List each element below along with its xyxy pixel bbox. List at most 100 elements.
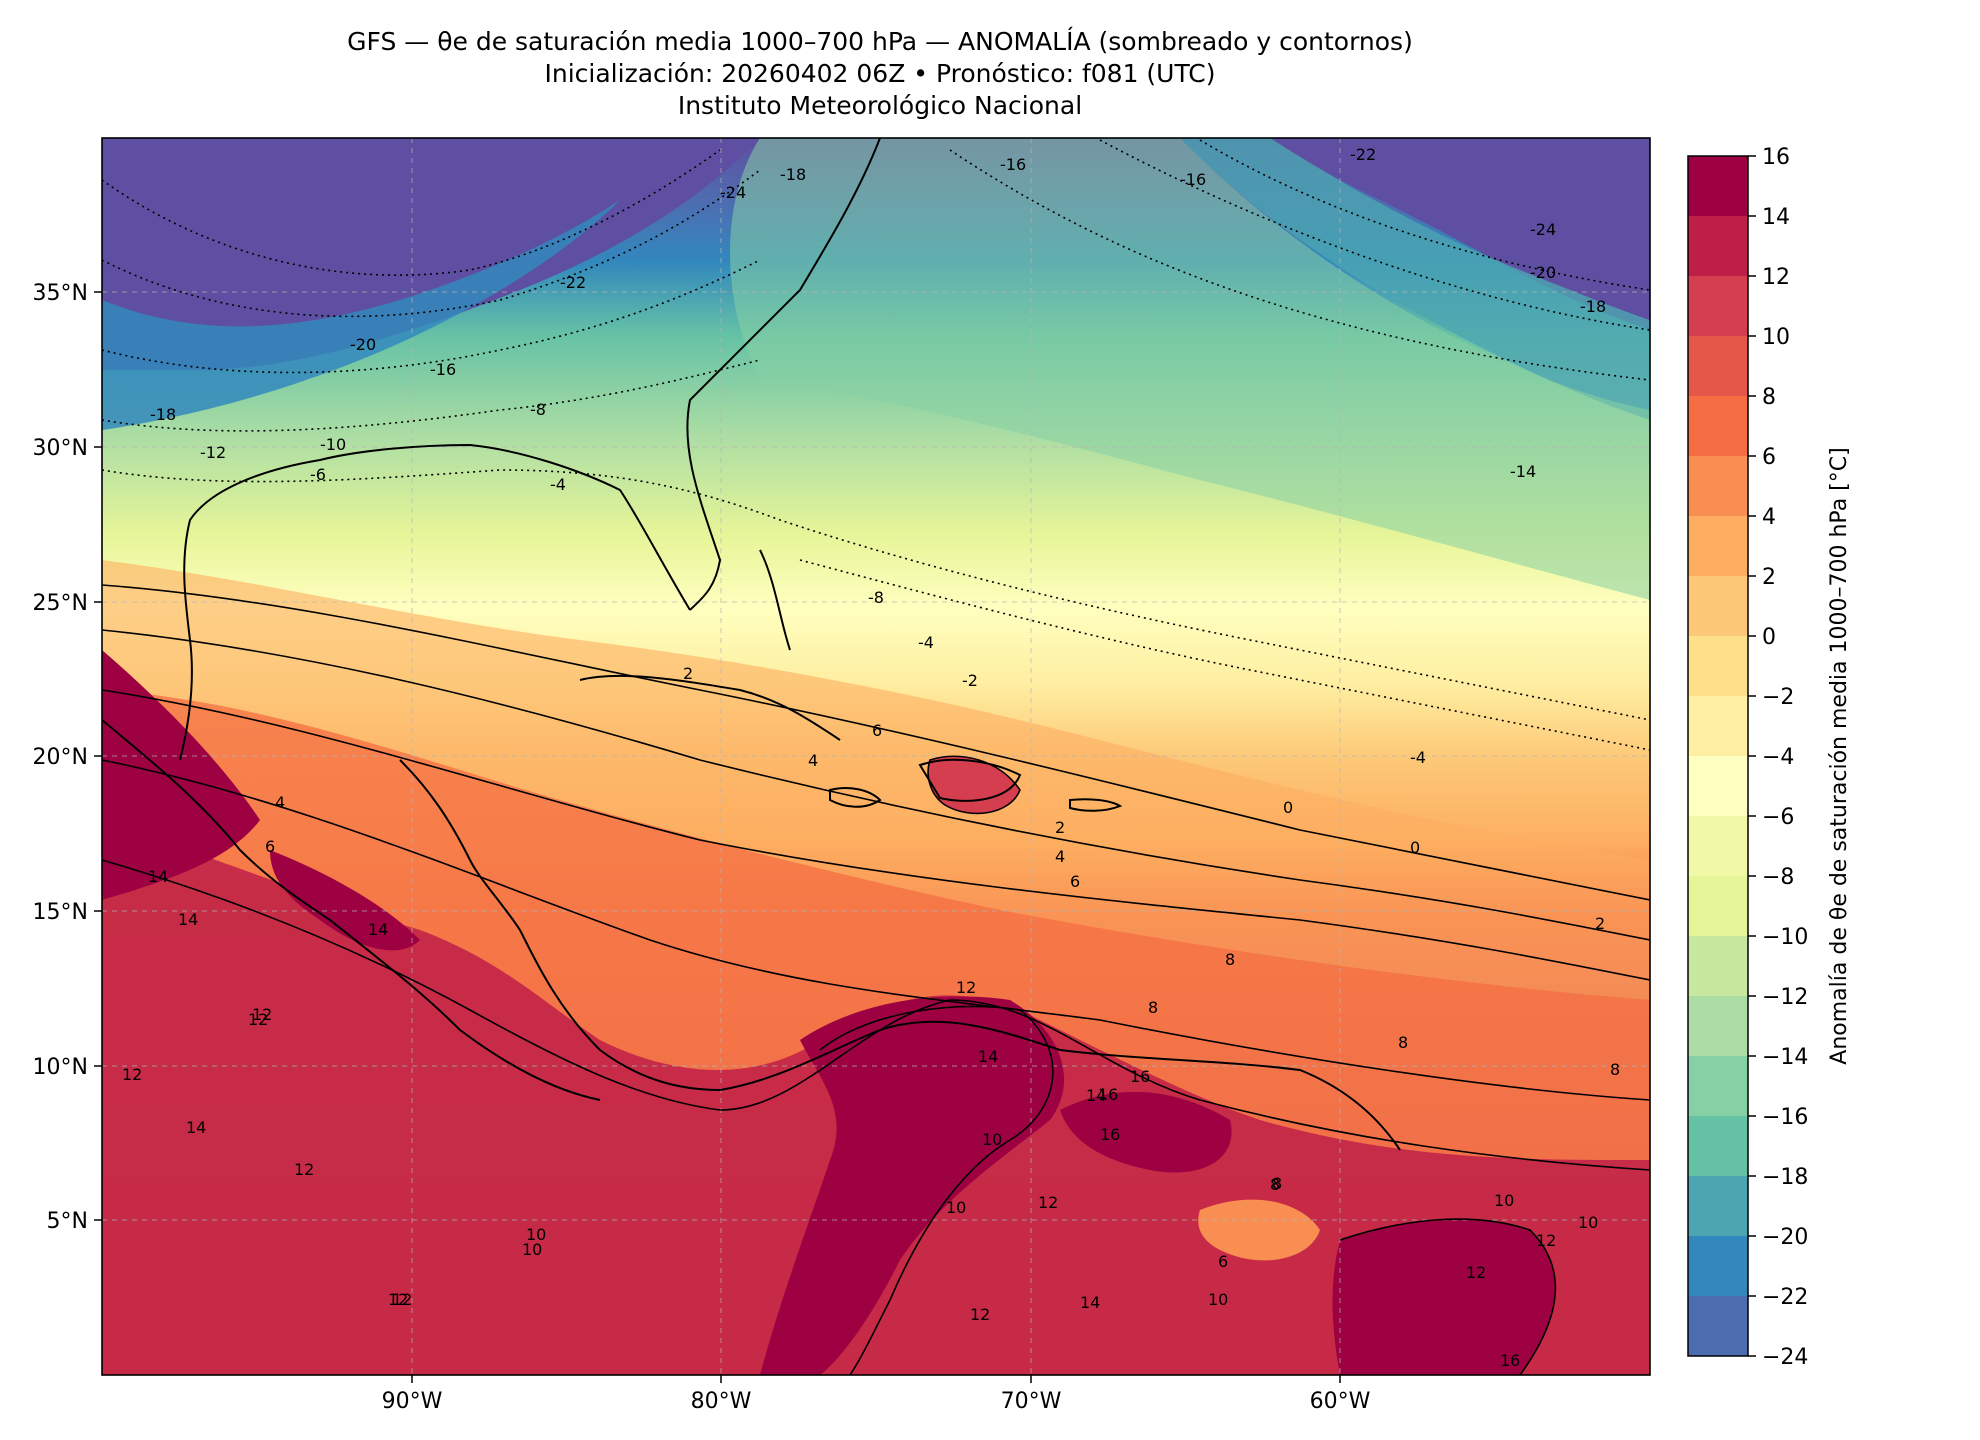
colorbar-tick-label: 8 — [1762, 385, 1776, 410]
contour-label: 12 — [1536, 1231, 1556, 1250]
y-tick-label-30n: 30°N — [33, 436, 88, 461]
colorbar-segments — [1688, 156, 1748, 1357]
contour-label: 0 — [1283, 798, 1293, 817]
contour-neg-ne-3 — [949, 149, 1650, 381]
colorbar-segment — [1688, 696, 1748, 757]
contour-label: 6 — [872, 721, 882, 740]
contour-label: -22 — [560, 273, 586, 292]
colorbar-segment — [1688, 336, 1748, 397]
contour-label: -20 — [350, 335, 376, 354]
contour-label: -8 — [530, 400, 546, 419]
colorbar-segment — [1688, 396, 1748, 457]
field-max-colombia — [760, 996, 1065, 1375]
contour-label: -22 — [1350, 145, 1376, 164]
contour-neg-ne-2 — [1099, 139, 1650, 331]
colorbar-tick-label: 14 — [1762, 205, 1790, 230]
contour-pos-8 — [102, 759, 1650, 1101]
contour-pos-16 — [819, 1005, 1054, 1375]
colorbar-ticks: 16 14 12 10 8 6 4 2 0 −2 −4 −6 −8 −10 −12 −14 −16 −18 −20 −… — [1748, 145, 1808, 1370]
coast-gulf-mexico — [179, 443, 691, 761]
colorbar-tick-label: 12 — [1762, 265, 1790, 290]
y-tick-label-25n: 25°N — [33, 591, 88, 616]
contour-label: 10 — [946, 1198, 966, 1217]
contour-label: 14 — [186, 1118, 206, 1137]
colorbar-tick-label: −8 — [1762, 865, 1794, 890]
chart-subtitle-init: Inicialización: 20260402 06Z • Pronóstic… — [544, 59, 1216, 88]
colorbar-segment — [1688, 156, 1748, 217]
contour-label: 8 — [1148, 998, 1158, 1017]
contour-label: -8 — [868, 588, 884, 607]
colorbar-tick-label: 16 — [1762, 145, 1790, 170]
colorbar-segment — [1688, 1176, 1748, 1237]
colorbar-label: Anomalía de θe de saturación media 1000–… — [1827, 447, 1852, 1064]
contour-pos-12 — [102, 859, 1650, 1171]
y-tick-label-15n: 15°N — [33, 900, 88, 925]
contour-label: 12 — [122, 1065, 142, 1084]
contour-label: 10 — [1494, 1191, 1514, 1210]
contour-label: -16 — [1000, 155, 1026, 174]
contour-label: 8 — [1270, 1175, 1280, 1194]
contour-neg-5 — [102, 469, 1650, 721]
x-tick-label-70w: 70°W — [1001, 1389, 1062, 1414]
contour-label: 12 — [388, 1290, 408, 1309]
contour-neg-2 — [102, 169, 761, 318]
field-max-guianas — [1332, 1219, 1556, 1375]
coast-jamaica — [829, 787, 882, 808]
colorbar-segment — [1688, 816, 1748, 877]
contour-label: 14 — [178, 910, 198, 929]
title-block: GFS — θe de saturación media 1000–700 hP… — [100, 26, 1660, 122]
field-cool-ne-band — [1180, 138, 1650, 420]
colorbar-tick-label: −2 — [1762, 685, 1794, 710]
contour-label: 16 — [1500, 1351, 1520, 1370]
colorbar-tick-label: −6 — [1762, 805, 1794, 830]
contour-label: 14 — [1080, 1293, 1100, 1312]
x-tick-label-80w: 80°W — [691, 1389, 752, 1414]
coast-us-east — [686, 138, 881, 611]
colorbar-tick-label: −14 — [1762, 1045, 1808, 1070]
contour-label: 8 — [1225, 950, 1235, 969]
contour-label: 6 — [1070, 872, 1080, 891]
contour-label: 12 — [970, 1305, 990, 1324]
contour-label: 10 — [1578, 1213, 1598, 1232]
contour-label: 16 — [1100, 1125, 1120, 1144]
contour-label: 8 — [1610, 1060, 1620, 1079]
colorbar-tick-label: 4 — [1762, 505, 1776, 530]
contour-label: 12 — [248, 1010, 268, 1029]
field-cold-nw-band — [102, 200, 620, 430]
contour-label: 14 — [148, 867, 168, 886]
colorbar-segment — [1688, 1116, 1748, 1177]
colorbar: 16 14 12 10 8 6 4 2 0 −2 −4 −6 −8 −10 −12 −14 −16 −18 −20 −… — [1687, 145, 1852, 1370]
x-tick-label-60w: 60°W — [1310, 1389, 1371, 1414]
colorbar-tick-label: −18 — [1762, 1165, 1808, 1190]
contour-label: -16 — [430, 360, 456, 379]
field-max-mexico-pacific — [102, 650, 260, 900]
contour-label: 12 — [1466, 1263, 1486, 1282]
gridlines — [102, 138, 1650, 1375]
coast-central-america-pacific — [102, 719, 601, 1101]
field-max-central-america — [270, 850, 420, 951]
contour-label: 12 — [1038, 1193, 1058, 1212]
contour-label: 12 — [252, 1005, 272, 1024]
field-cool-spot-venezuela — [1198, 1199, 1320, 1261]
field-cold-ne — [1270, 138, 1650, 330]
contour-label: -24 — [720, 183, 746, 202]
contour-label: 10 — [526, 1225, 546, 1244]
contour-pos-4 — [102, 689, 1650, 981]
field-atlantic-green — [730, 138, 1650, 600]
colorbar-segment — [1688, 1236, 1748, 1297]
colorbar-segment — [1688, 216, 1748, 277]
contour-label: 12 — [294, 1160, 314, 1179]
colorbar-segment — [1688, 1056, 1748, 1117]
contour-zero — [102, 584, 1650, 901]
y-tick-label-10n: 10°N — [33, 1055, 88, 1080]
coast-cuba — [579, 674, 841, 741]
y-tick-label-5n: 5°N — [47, 1209, 88, 1234]
contour-neg-3 — [102, 259, 761, 374]
contour-label: -24 — [1530, 220, 1556, 239]
field-max-venezuela — [1060, 1091, 1232, 1173]
coastlines — [102, 138, 1401, 1151]
shaded-field — [102, 138, 1650, 1375]
y-axis: 35°N 30°N 25°N 20°N 15°N 10°N 5°N — [33, 281, 102, 1234]
colorbar-tick-label: 10 — [1762, 325, 1790, 350]
contour-label: 12 — [956, 978, 976, 997]
